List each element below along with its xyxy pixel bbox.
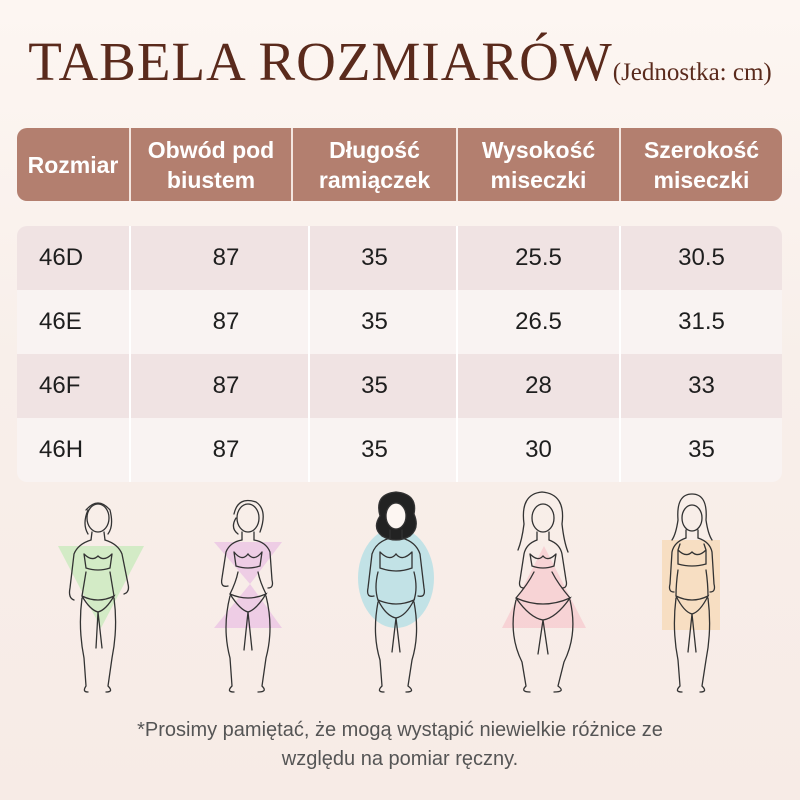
table-row: 46D 87 35 25.5 30.5 <box>17 226 782 290</box>
inverted-triangle-body-icon <box>36 488 166 700</box>
hourglass-body-icon <box>186 488 316 700</box>
table-row: 46E 87 35 26.5 31.5 <box>17 290 782 354</box>
header-cup-height: Wysokość miseczki <box>481 136 596 193</box>
cell-size: 46H <box>39 436 84 463</box>
cell-cup-height: 28 <box>525 372 552 399</box>
oval-body-icon <box>334 488 464 700</box>
cell-cup-height: 26.5 <box>515 308 562 335</box>
cell-strap-length: 35 <box>361 308 388 335</box>
cell-strap-length: 35 <box>361 372 388 399</box>
footnote: *Prosimy pamiętać, że mogą wystąpić niew… <box>0 716 800 774</box>
cell-underbust: 87 <box>212 372 240 399</box>
body-shape-figures <box>0 488 800 700</box>
cell-cup-height: 25.5 <box>515 244 562 271</box>
header-underbust: Obwód pod biustem <box>147 136 275 193</box>
cell-strap-length: 35 <box>361 244 388 271</box>
cell-size: 46E <box>39 308 82 335</box>
triangle-body-icon <box>480 488 610 700</box>
cell-size: 46D <box>39 244 84 271</box>
header-divider <box>291 128 293 201</box>
table-row: 46H 87 35 30 35 <box>17 418 782 482</box>
cell-cup-height: 30 <box>525 436 552 463</box>
title-main: TABELA ROZMIARÓW <box>28 31 613 92</box>
header-divider <box>456 128 458 201</box>
table-header: Rozmiar Obwód pod biustem Długość ramiącze… <box>17 128 782 201</box>
cell-underbust: 87 <box>212 244 240 271</box>
footnote-line-2: względu na pomiar ręczny. <box>281 748 519 770</box>
unit-note: (Jednostka: cm) <box>612 59 772 86</box>
rectangle-body-icon <box>628 488 758 700</box>
cell-cup-width: 31.5 <box>678 308 725 335</box>
cell-cup-width: 35 <box>688 436 715 463</box>
header-strap-length: Długość ramiączek <box>318 136 431 193</box>
footnote-line-1: *Prosimy pamiętać, że mogą wystąpić niew… <box>137 719 663 741</box>
table-row: 46F 87 35 28 33 <box>17 354 782 418</box>
header-divider <box>619 128 621 201</box>
cell-underbust: 87 <box>212 436 240 463</box>
cell-cup-width: 33 <box>688 372 715 399</box>
header-size: Rozmiar <box>27 151 119 178</box>
cell-strap-length: 35 <box>361 436 388 463</box>
header-divider <box>129 128 131 201</box>
cell-size: 46F <box>39 372 81 399</box>
cell-underbust: 87 <box>212 308 240 335</box>
cell-cup-width: 30.5 <box>678 244 725 271</box>
header-cup-width: Szerokość miseczki <box>643 136 760 193</box>
page-title: TABELA ROZMIARÓW(Jednostka: cm) <box>0 30 800 93</box>
